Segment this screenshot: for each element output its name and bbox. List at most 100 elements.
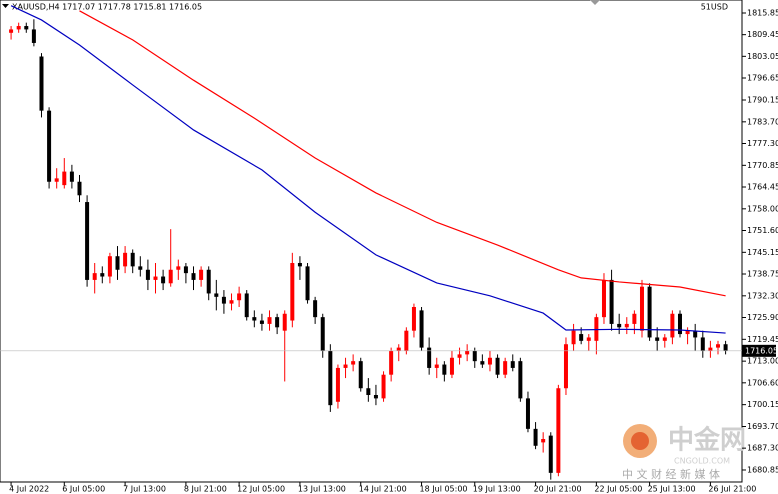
candle-body <box>47 110 52 182</box>
candle-body <box>123 252 128 267</box>
y-tick-label: 1770.85 <box>747 161 778 170</box>
candle-body <box>389 350 394 375</box>
x-tick-label: 26 Jul 21:00 <box>708 485 756 494</box>
price-box <box>742 344 776 357</box>
logo-core <box>631 432 649 450</box>
candle-body <box>267 317 272 324</box>
candle-body <box>700 337 705 351</box>
candle-body <box>480 361 485 365</box>
candle-body <box>176 266 181 270</box>
y-tick-label: 1790.15 <box>747 95 778 104</box>
candle-body <box>465 350 470 355</box>
x-tick-label: 7 Jul 13:00 <box>123 485 166 494</box>
moving-average <box>79 10 726 297</box>
candle-body <box>556 388 561 473</box>
candle-body <box>632 313 637 324</box>
candle-body <box>579 334 584 341</box>
candle-body <box>427 347 432 368</box>
candle-body <box>328 350 333 406</box>
candle-body <box>24 26 29 30</box>
candle-body <box>601 279 606 318</box>
x-tick-label: 8 Jul 21:00 <box>184 485 227 494</box>
y-tick-label: 1693.70 <box>747 422 778 431</box>
candle-body <box>343 364 348 368</box>
candle-body <box>183 266 188 274</box>
candle-body <box>434 364 439 368</box>
candle-body <box>419 310 424 348</box>
y-tick-label: 1732.30 <box>747 291 778 300</box>
candle-body <box>655 337 660 341</box>
candle-body <box>381 374 386 399</box>
x-tick-label: 6 Jul 05:00 <box>62 485 105 494</box>
candle-body <box>168 269 173 284</box>
slogan: 中 文 财 经 新 媒 体 <box>622 467 720 481</box>
x-tick-label: 13 Jul 13:00 <box>298 485 346 494</box>
candle-body <box>677 313 682 335</box>
moving-average <box>10 5 726 334</box>
y-tick-label: 1745.15 <box>747 248 778 257</box>
header: XAUUSD,H4 1717.07 1717.78 1715.81 1716.0… <box>12 3 202 12</box>
y-tick-label: 1815.85 <box>747 8 778 17</box>
x-tick-label: 25 Jul 13:00 <box>648 485 696 494</box>
candle-body <box>100 273 105 277</box>
candle-body <box>39 56 44 111</box>
candle-body <box>115 256 120 270</box>
x-tick-label: 22 Jul 05:00 <box>594 485 642 494</box>
candle-body <box>685 330 690 335</box>
candle-body <box>503 361 508 375</box>
x-tick-label: 4 Jul 2022 <box>9 485 49 494</box>
x-tick-label: 12 Jul 05:00 <box>237 485 285 494</box>
x-tick-label: 18 Jul 05:00 <box>420 485 468 494</box>
candle-body <box>85 202 90 280</box>
candle-body <box>487 357 492 365</box>
candle-body <box>54 178 59 182</box>
candle-body <box>107 256 112 277</box>
menu-icon <box>2 4 9 8</box>
candle-body <box>693 330 698 338</box>
candle-body <box>191 273 196 280</box>
y-tick-label: 1680.85 <box>747 465 778 474</box>
candle-body <box>510 361 515 368</box>
candle-body <box>9 29 14 33</box>
plot-frame <box>0 0 743 483</box>
candle-body <box>647 286 652 338</box>
candle-body <box>404 330 409 351</box>
candle-body <box>358 361 363 389</box>
candle-body <box>62 171 67 186</box>
candle-body <box>320 317 325 351</box>
candle-body <box>609 279 614 324</box>
candle-body <box>715 344 720 348</box>
candle-body <box>351 361 356 365</box>
site: CNGOLD.COM <box>674 457 730 466</box>
candle-body <box>77 181 82 196</box>
candle-body <box>305 266 310 301</box>
y-tick-label: 1764.45 <box>747 182 778 191</box>
x-tick-label: 19 Jul 13:00 <box>473 485 521 494</box>
candle-body <box>366 388 371 396</box>
candle-body <box>282 313 287 331</box>
y-tick-label: 1777.30 <box>747 139 778 148</box>
candle-body <box>396 347 401 351</box>
candle-body <box>670 313 675 338</box>
x-tick-label: 14 Jul 21:00 <box>359 485 407 494</box>
y-tick-label: 1713.00 <box>747 357 778 366</box>
candle-body <box>548 435 553 473</box>
candle-body <box>442 364 447 375</box>
candle-body <box>472 350 477 362</box>
candle-body <box>252 317 257 321</box>
candle-body <box>161 276 166 284</box>
y-tick-label: 1796.65 <box>747 73 778 82</box>
candle-body <box>237 293 242 301</box>
candle-body <box>723 344 728 351</box>
candle-body <box>31 29 36 43</box>
candle-body <box>518 361 523 399</box>
candle-body <box>229 300 234 304</box>
candle-body <box>639 286 644 331</box>
candle-body <box>259 320 264 324</box>
candle-body <box>594 317 599 341</box>
candle-body <box>541 439 546 443</box>
candle-body <box>495 357 500 375</box>
candle-body <box>199 269 204 280</box>
y-tick-label: 1809.45 <box>747 30 778 39</box>
